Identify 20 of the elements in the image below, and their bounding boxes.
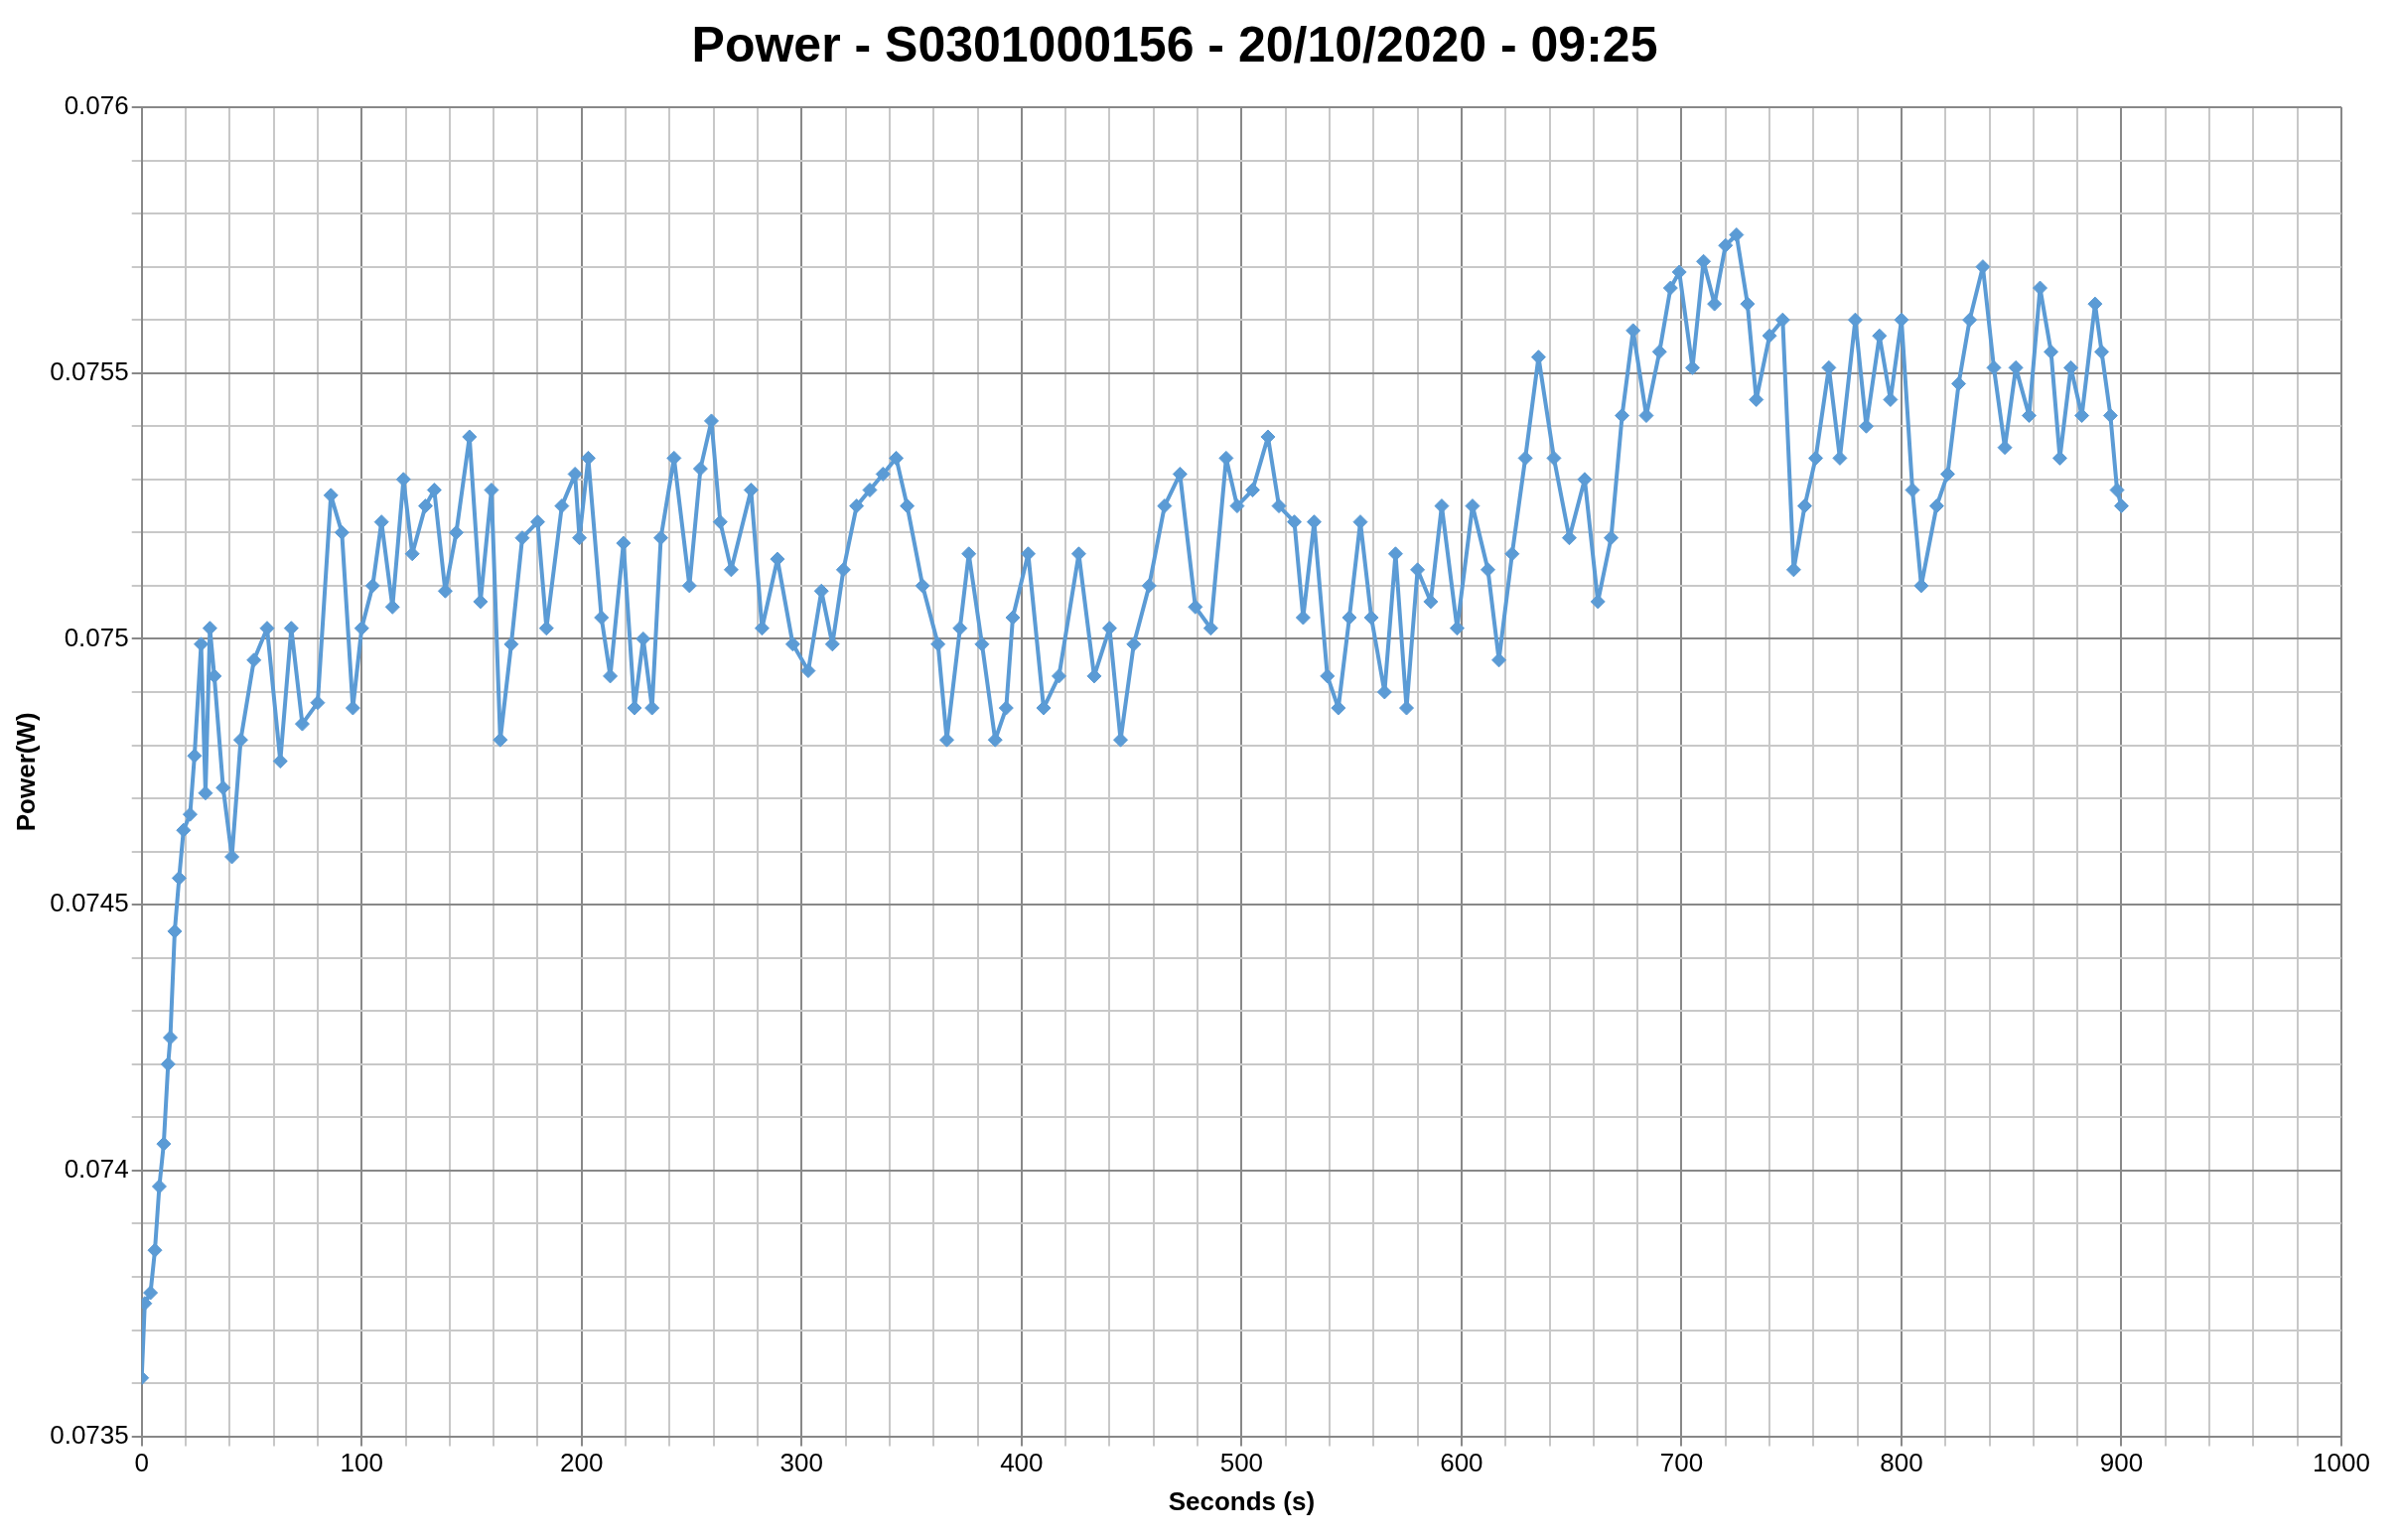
x-tick-label: 900 (2099, 1448, 2144, 1478)
y-tick-label: 0.0755 (50, 355, 129, 386)
chart-title: Power - S0301000156 - 20/10/2020 - 09:25 (691, 16, 1658, 72)
x-tick-label: 400 (1000, 1448, 1044, 1478)
y-tick-label: 0.074 (64, 1154, 129, 1185)
y-tick-label: 0.076 (64, 90, 129, 121)
y-axis-title: Power(W) (10, 712, 41, 832)
y-tick-label: 0.0735 (50, 1419, 129, 1450)
x-tick-label: 700 (1659, 1448, 1704, 1478)
y-tick-label: 0.0745 (50, 888, 129, 918)
x-tick-label: 0 (134, 1448, 149, 1478)
y-tick-label: 0.075 (64, 622, 129, 652)
x-tick-label: 600 (1440, 1448, 1483, 1478)
x-tick-label: 500 (1219, 1448, 1264, 1478)
x-tick-label: 1000 (2313, 1448, 2370, 1478)
x-tick-label: 200 (560, 1448, 604, 1478)
x-axis-title: Seconds (s) (1168, 1485, 1316, 1516)
x-tick-label: 100 (340, 1448, 383, 1478)
x-tick-label: 800 (1880, 1448, 1923, 1478)
x-tick-label: 300 (779, 1448, 823, 1478)
